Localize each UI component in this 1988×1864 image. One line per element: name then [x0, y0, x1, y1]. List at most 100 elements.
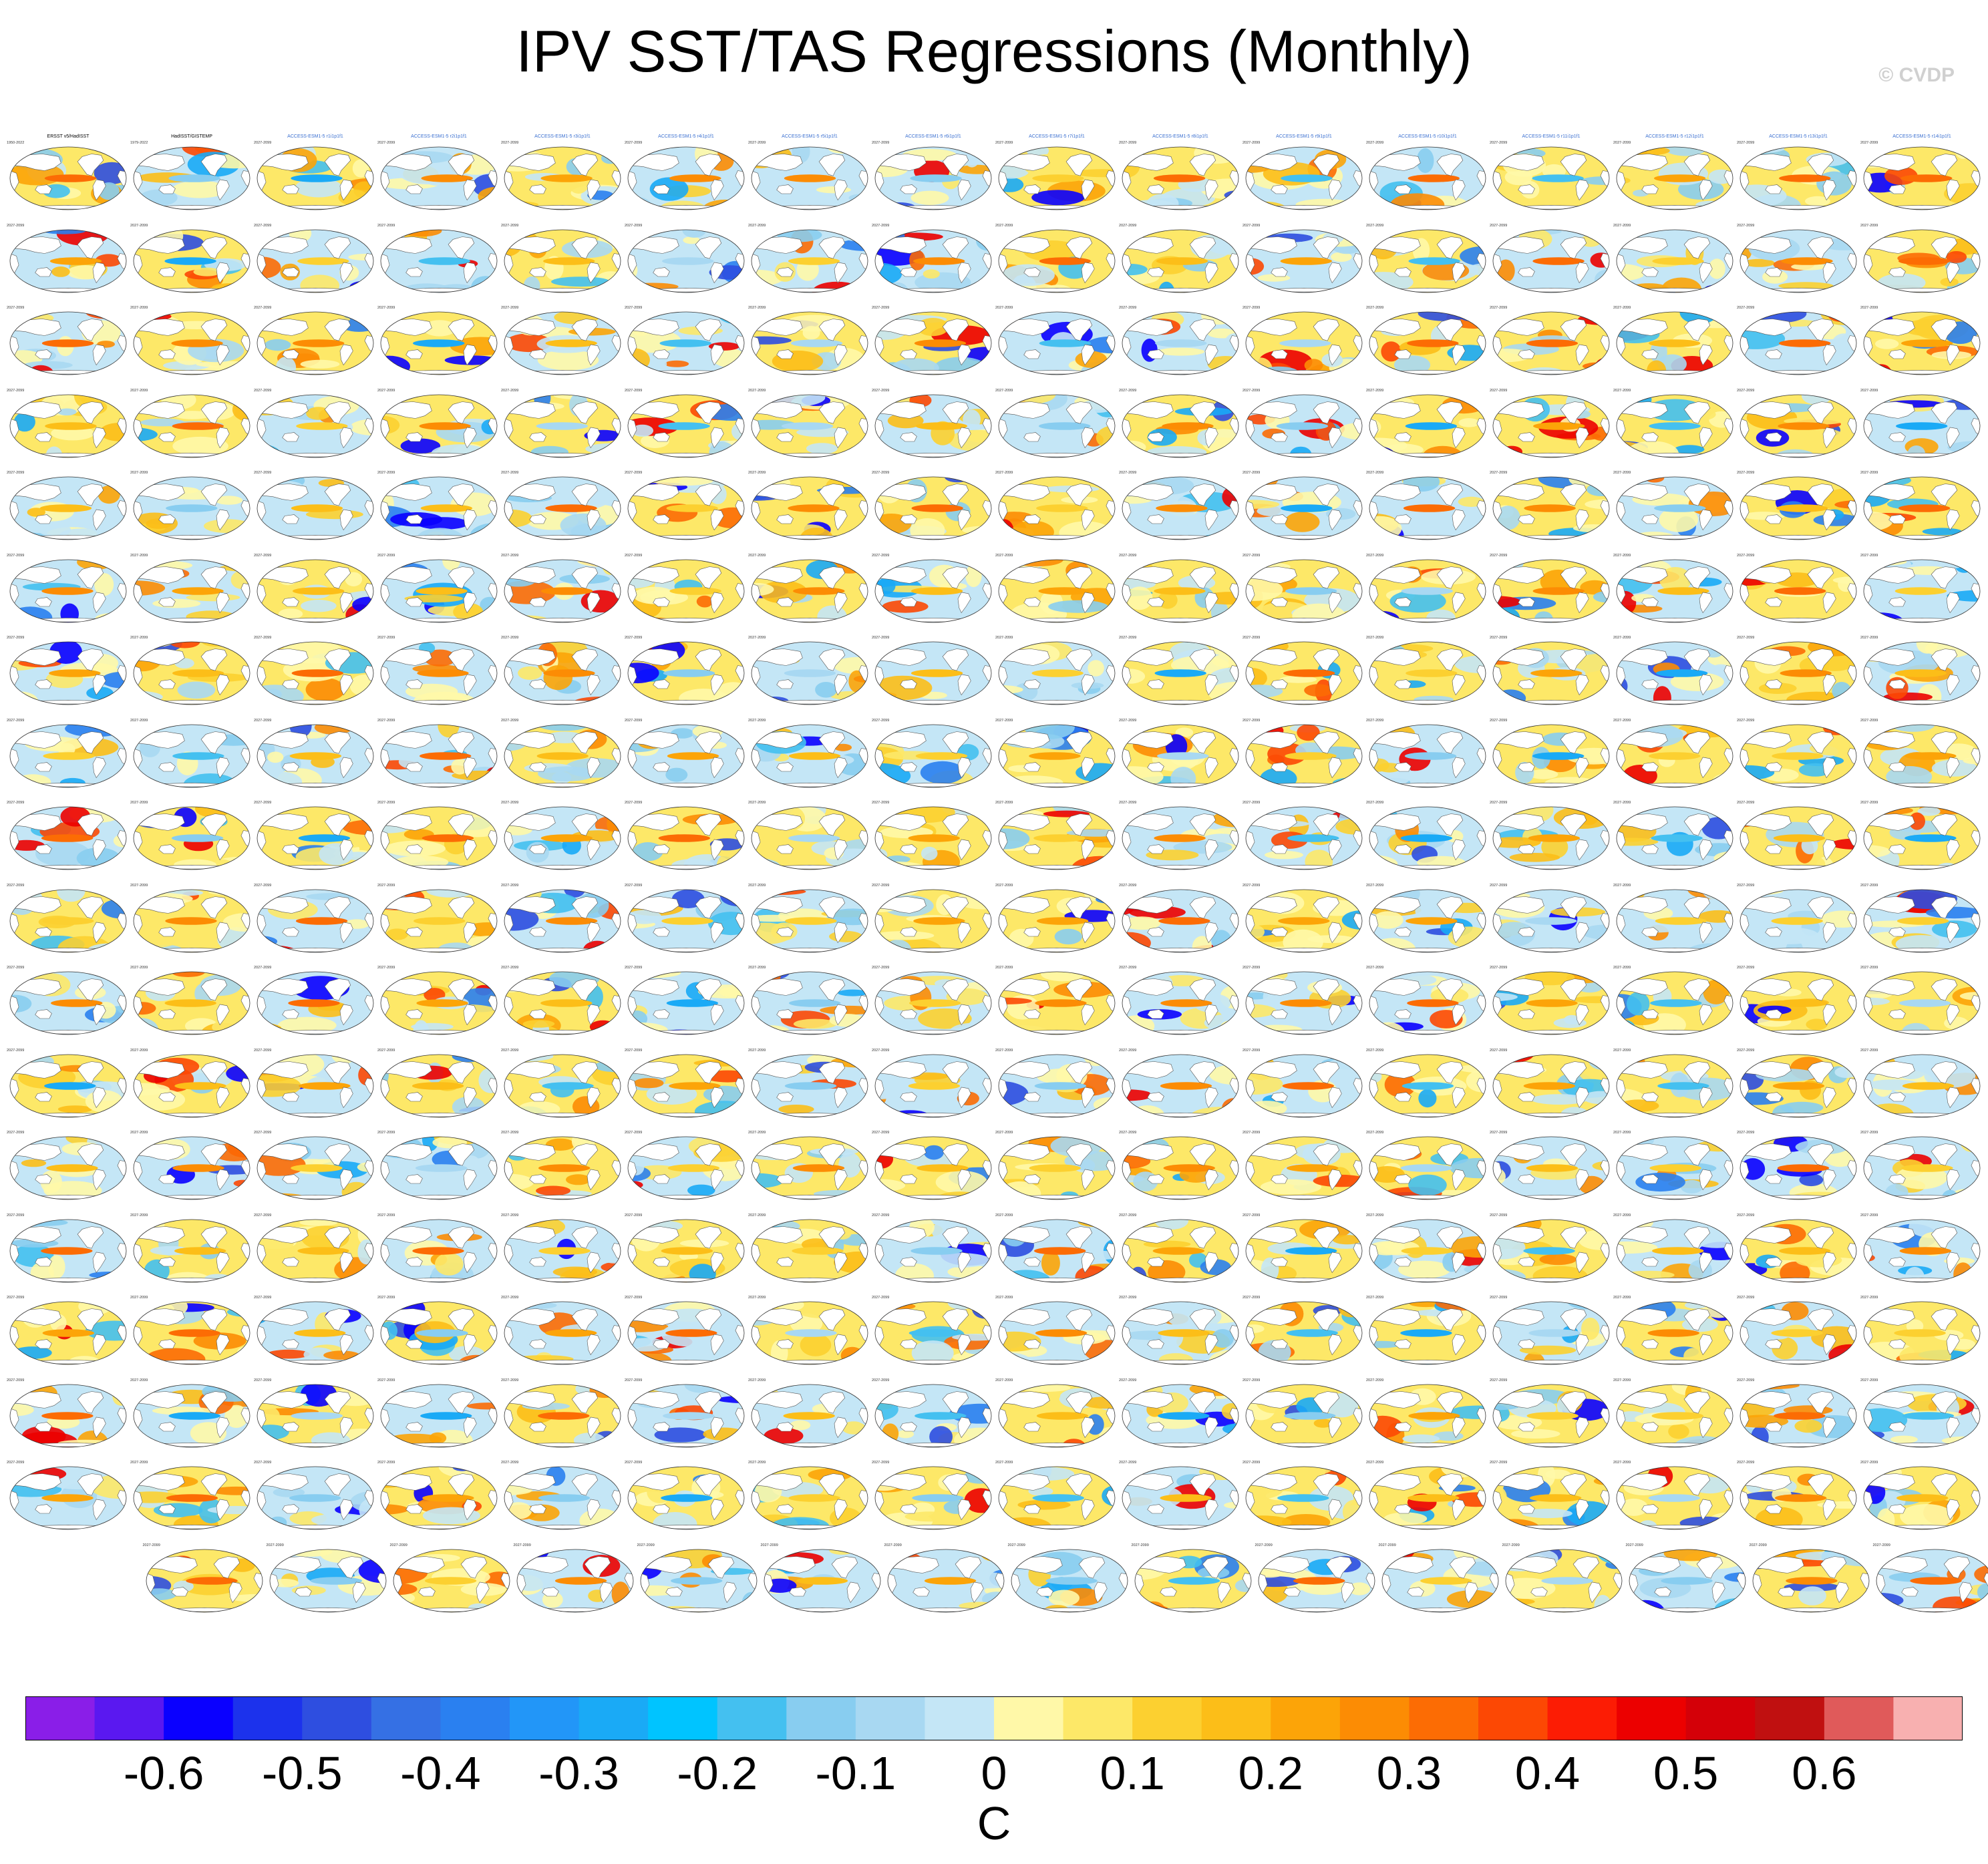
- panel-years: 2027-2099: [1613, 223, 1631, 228]
- panel-years: 2027-2099: [7, 223, 25, 228]
- continent-outline: [762, 864, 857, 870]
- regression-map-panel: ACCESS-ESM1-5 r1i1p1f1 2027-2099: [254, 134, 377, 212]
- panel-map: [257, 806, 374, 870]
- equatorial-band: [540, 999, 593, 1007]
- continent-outline: [1257, 534, 1351, 540]
- regression-map-panel: 2027-2099: [130, 1206, 253, 1285]
- anomaly-region: [1635, 1172, 1685, 1192]
- equatorial-band: [545, 339, 597, 347]
- regression-map-panel: 2027-2099: [995, 1206, 1118, 1285]
- continent-outline: [515, 369, 610, 375]
- anomaly-region: [299, 1219, 338, 1226]
- anomaly-region: [172, 180, 228, 198]
- regression-map-panel: 2027-2099: [7, 381, 130, 460]
- continent-outline: [1627, 699, 1722, 705]
- equatorial-band: [1281, 504, 1333, 512]
- equatorial-band: [1655, 916, 1707, 925]
- regression-map-panel: 2027-2099: [1613, 546, 1736, 625]
- panel-years: 2027-2099: [748, 471, 766, 475]
- panel-map: [1863, 889, 1981, 952]
- panel-title: ERSST v5/HadISST: [47, 134, 90, 139]
- regression-map-panel: 2027-2099: [377, 1123, 500, 1202]
- continent-outline: [21, 287, 116, 292]
- equatorial-band: [172, 586, 224, 595]
- panel-title: ACCESS-ESM1-5 r7i1p1f1: [1029, 134, 1085, 139]
- continent-outline: [1380, 452, 1475, 457]
- equatorial-band: [41, 339, 94, 347]
- anomaly-region: [365, 478, 373, 488]
- continent-outline: [1765, 184, 1782, 194]
- continent-outline: [1394, 266, 1412, 276]
- continent-outline: [762, 287, 857, 292]
- panel-years: 2027-2099: [254, 388, 272, 393]
- map-border: [504, 229, 621, 293]
- continent-outline: [762, 699, 857, 705]
- regression-map-panel: ACCESS-ESM1-5 r11i1p1f1 2027-2099: [1490, 134, 1613, 212]
- equatorial-band: [1280, 256, 1332, 265]
- regression-map-panel: 2027-2099: [625, 1041, 748, 1120]
- equatorial-band: [422, 834, 474, 842]
- panel-years: 2027-2099: [1613, 141, 1631, 145]
- panel-years: 2027-2099: [1737, 1048, 1755, 1053]
- regression-map-panel: 2027-2099: [377, 216, 500, 295]
- equatorial-band: [658, 834, 710, 842]
- continent-outline: [1504, 1112, 1599, 1117]
- panel-years: 2027-2099: [748, 1048, 766, 1053]
- continent-outline: [1504, 864, 1599, 870]
- regression-map-panel: 2027-2099: [1366, 463, 1489, 542]
- regression-map-panel: 2027-2099: [1737, 381, 1860, 460]
- regression-map-panel: 2027-2099: [501, 793, 624, 872]
- regression-map-panel: 2027-2099: [748, 463, 871, 542]
- regression-map-panel: 2027-2099: [130, 546, 253, 625]
- panel-map: [1740, 889, 1857, 952]
- panel-map: [1492, 229, 1610, 293]
- regression-map-panel: 2027-2099: [254, 1041, 377, 1120]
- equatorial-band: [41, 1246, 93, 1255]
- panel-map: [1616, 1136, 1733, 1200]
- panel-years: 2027-2099: [872, 801, 890, 805]
- panel-map: [1122, 1136, 1239, 1200]
- panel-years: 2027-2099: [1366, 1131, 1384, 1135]
- panel-years: 2027-2099: [872, 553, 890, 558]
- equatorial-band: [1532, 174, 1584, 182]
- continent-outline: [1452, 344, 1466, 366]
- map-border: [1245, 311, 1363, 375]
- panel-years: 2027-2099: [748, 636, 766, 640]
- continent-outline: [391, 864, 486, 870]
- regression-map-panel: 2027-2099: [130, 711, 253, 790]
- anomaly-region: [301, 599, 337, 612]
- equatorial-band: [44, 174, 97, 182]
- regression-map-panel: 2027-2099: [1242, 711, 1365, 790]
- continent-outline: [1009, 1029, 1104, 1035]
- continent-outline: [282, 349, 299, 359]
- anomaly-region: [352, 159, 369, 178]
- anomaly-region: [10, 944, 24, 952]
- panel-years: 2027-2099: [1613, 883, 1631, 888]
- continent-outline: [1436, 319, 1464, 341]
- panel-years: 2027-2099: [995, 801, 1013, 805]
- continent-outline: [144, 864, 239, 870]
- continent-outline: [1023, 266, 1041, 276]
- continent-outline: [268, 534, 363, 540]
- map-border: [133, 146, 251, 210]
- equatorial-band: [1034, 1081, 1087, 1090]
- panel-map: [133, 1136, 251, 1200]
- continent-outline: [1380, 204, 1475, 210]
- regression-map-panel: 2027-2099: [625, 381, 748, 460]
- panel-map: [751, 641, 868, 705]
- anomaly-region: [1472, 642, 1486, 653]
- regression-map-panel: 2027-2099: [1737, 958, 1860, 1037]
- continent-outline: [405, 349, 423, 359]
- panel-map: [380, 394, 498, 457]
- continent-outline: [1888, 266, 1906, 276]
- panel-map: [133, 146, 251, 210]
- continent-outline: [1575, 179, 1589, 201]
- regression-map-panel: 2027-2099: [377, 1206, 500, 1285]
- panel-map: [1492, 806, 1610, 870]
- equatorial-band: [1279, 339, 1331, 347]
- panel-years: 2027-2099: [1737, 553, 1755, 558]
- panel-map: [504, 559, 621, 622]
- anomaly-region: [1304, 684, 1333, 697]
- panel-years: 2027-2099: [254, 553, 272, 558]
- continent-outline: [1133, 1194, 1228, 1199]
